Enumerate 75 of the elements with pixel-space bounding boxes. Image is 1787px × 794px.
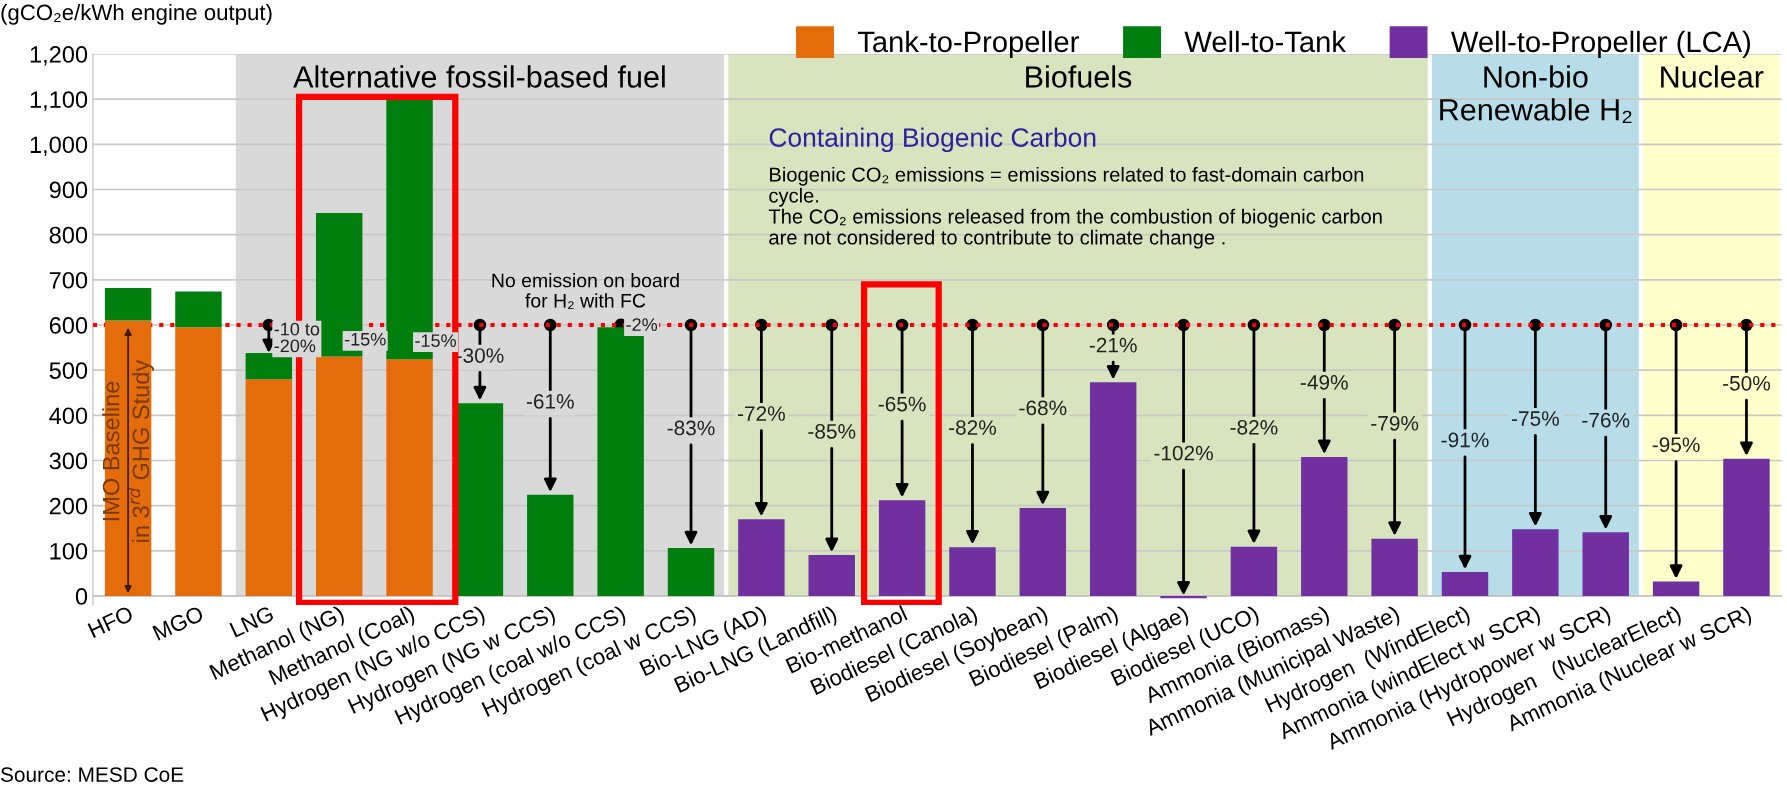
y-tick-label: 400 bbox=[49, 407, 88, 425]
y-tick-label: 600 bbox=[49, 317, 88, 334]
bar bbox=[175, 327, 222, 596]
bar bbox=[175, 291, 222, 328]
bar bbox=[1441, 572, 1489, 596]
annotation: -82% bbox=[949, 420, 997, 435]
bar bbox=[527, 494, 574, 596]
y-tick-label: 300 bbox=[49, 452, 88, 470]
bar bbox=[315, 356, 363, 596]
legend-label: Well-to-Propeller (LCA) bbox=[1451, 30, 1751, 58]
x-tick-label: HFO bbox=[87, 605, 135, 639]
legend-label: Tank-to-Propeller bbox=[857, 30, 1079, 58]
annotation: -30% bbox=[456, 348, 504, 363]
y-tick-label: 200 bbox=[49, 497, 88, 515]
annotation: No emission on board for H₂ with FC bbox=[492, 273, 679, 310]
band-label: Alternative fossil-based fuel bbox=[293, 65, 665, 88]
annotation: -2% bbox=[626, 318, 658, 331]
annotation: -21% bbox=[1089, 337, 1137, 353]
y-tick-label: 900 bbox=[49, 181, 88, 199]
annotation: -91% bbox=[1441, 432, 1489, 448]
y-tick-label: 100 bbox=[50, 542, 88, 560]
annotation: -15% bbox=[415, 334, 456, 347]
bar bbox=[667, 548, 715, 596]
y-tick-label: 1,000 bbox=[30, 136, 88, 156]
annotation: -75% bbox=[1511, 411, 1559, 426]
bar bbox=[456, 403, 504, 596]
annotation: Biogenic CO₂ emissions = emissions related to fast-domain carbon cycle. The CO₂ emissions released from the combustion of biogenic carbon are not considered to contribute to climate change . bbox=[768, 166, 1382, 249]
y-tick-label: 1,200 bbox=[30, 46, 88, 66]
band-label: Nuclear bbox=[1661, 65, 1764, 88]
annotation: -82% bbox=[1230, 419, 1278, 435]
bar bbox=[949, 547, 996, 596]
annotation: -10 to -20% bbox=[274, 322, 320, 353]
legend-label: Well-to-Tank bbox=[1184, 30, 1346, 53]
bar bbox=[104, 287, 152, 321]
bar bbox=[878, 500, 926, 596]
bar bbox=[1371, 538, 1418, 596]
bar bbox=[738, 519, 785, 596]
bar bbox=[1512, 529, 1559, 596]
annotation: Containing Biogenic Carbon bbox=[769, 127, 1096, 153]
y-tick-label: 700 bbox=[49, 271, 88, 289]
bar bbox=[386, 359, 433, 596]
annotation: IMO Baseline in 3$^{rd}$ GHG Study bbox=[102, 359, 154, 542]
x-tick-label: MGO bbox=[152, 605, 205, 641]
bar bbox=[1723, 458, 1770, 596]
bar bbox=[808, 554, 855, 596]
bar bbox=[1089, 382, 1137, 596]
annotation: -65% bbox=[878, 396, 926, 412]
annotation: -72% bbox=[737, 406, 785, 421]
bar bbox=[1652, 581, 1700, 596]
annotation: -79% bbox=[1371, 415, 1419, 431]
annotation: -83% bbox=[667, 420, 715, 436]
bar bbox=[1301, 456, 1348, 596]
annotation: -102% bbox=[1154, 445, 1213, 461]
annotation: -50% bbox=[1723, 375, 1771, 391]
y-axis-title: (gCO₂e/kWh engine output) bbox=[1, 3, 272, 25]
band-label: Biofuels bbox=[1026, 65, 1132, 88]
annotation: -61% bbox=[526, 393, 574, 409]
annotation: -49% bbox=[1300, 375, 1348, 390]
y-tick-label: 800 bbox=[49, 226, 88, 244]
bar bbox=[245, 353, 293, 380]
bar bbox=[245, 379, 293, 596]
band-label: Non-bio Renewable H₂ bbox=[1440, 65, 1632, 123]
bar bbox=[1160, 595, 1207, 599]
y-tick-label: 1,100 bbox=[30, 91, 88, 111]
annotation: -68% bbox=[1019, 400, 1067, 416]
y-tick-label: 500 bbox=[49, 362, 88, 379]
annotation: -15% bbox=[344, 332, 386, 346]
annotation: -95% bbox=[1652, 437, 1700, 453]
y-tick-label: 0 bbox=[75, 588, 88, 605]
annotation: -76% bbox=[1582, 412, 1630, 428]
bar bbox=[1019, 507, 1067, 596]
bar bbox=[1230, 546, 1278, 596]
bar bbox=[1582, 532, 1629, 596]
annotation: -85% bbox=[808, 424, 856, 439]
source-note: Source: MESD CoE bbox=[0, 767, 184, 782]
